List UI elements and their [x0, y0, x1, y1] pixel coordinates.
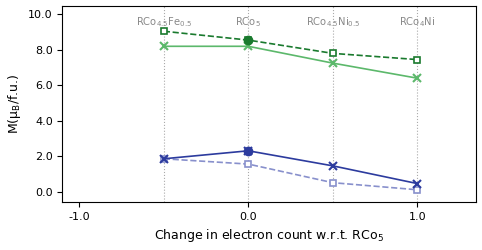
X-axis label: Change in electron count w.r.t. RCo$_5$: Change in electron count w.r.t. RCo$_5$	[155, 228, 385, 244]
Y-axis label: M(μ$_\mathrm{B}$/f.u.): M(μ$_\mathrm{B}$/f.u.)	[6, 74, 23, 134]
Text: RCo$_5$: RCo$_5$	[235, 15, 261, 29]
Text: RCo$_{4.5}$Fe$_{0.5}$: RCo$_{4.5}$Fe$_{0.5}$	[136, 15, 192, 29]
Text: RCo$_{4.5}$Ni$_{0.5}$: RCo$_{4.5}$Ni$_{0.5}$	[306, 15, 360, 29]
Text: RCo$_4$Ni: RCo$_4$Ni	[399, 15, 435, 29]
